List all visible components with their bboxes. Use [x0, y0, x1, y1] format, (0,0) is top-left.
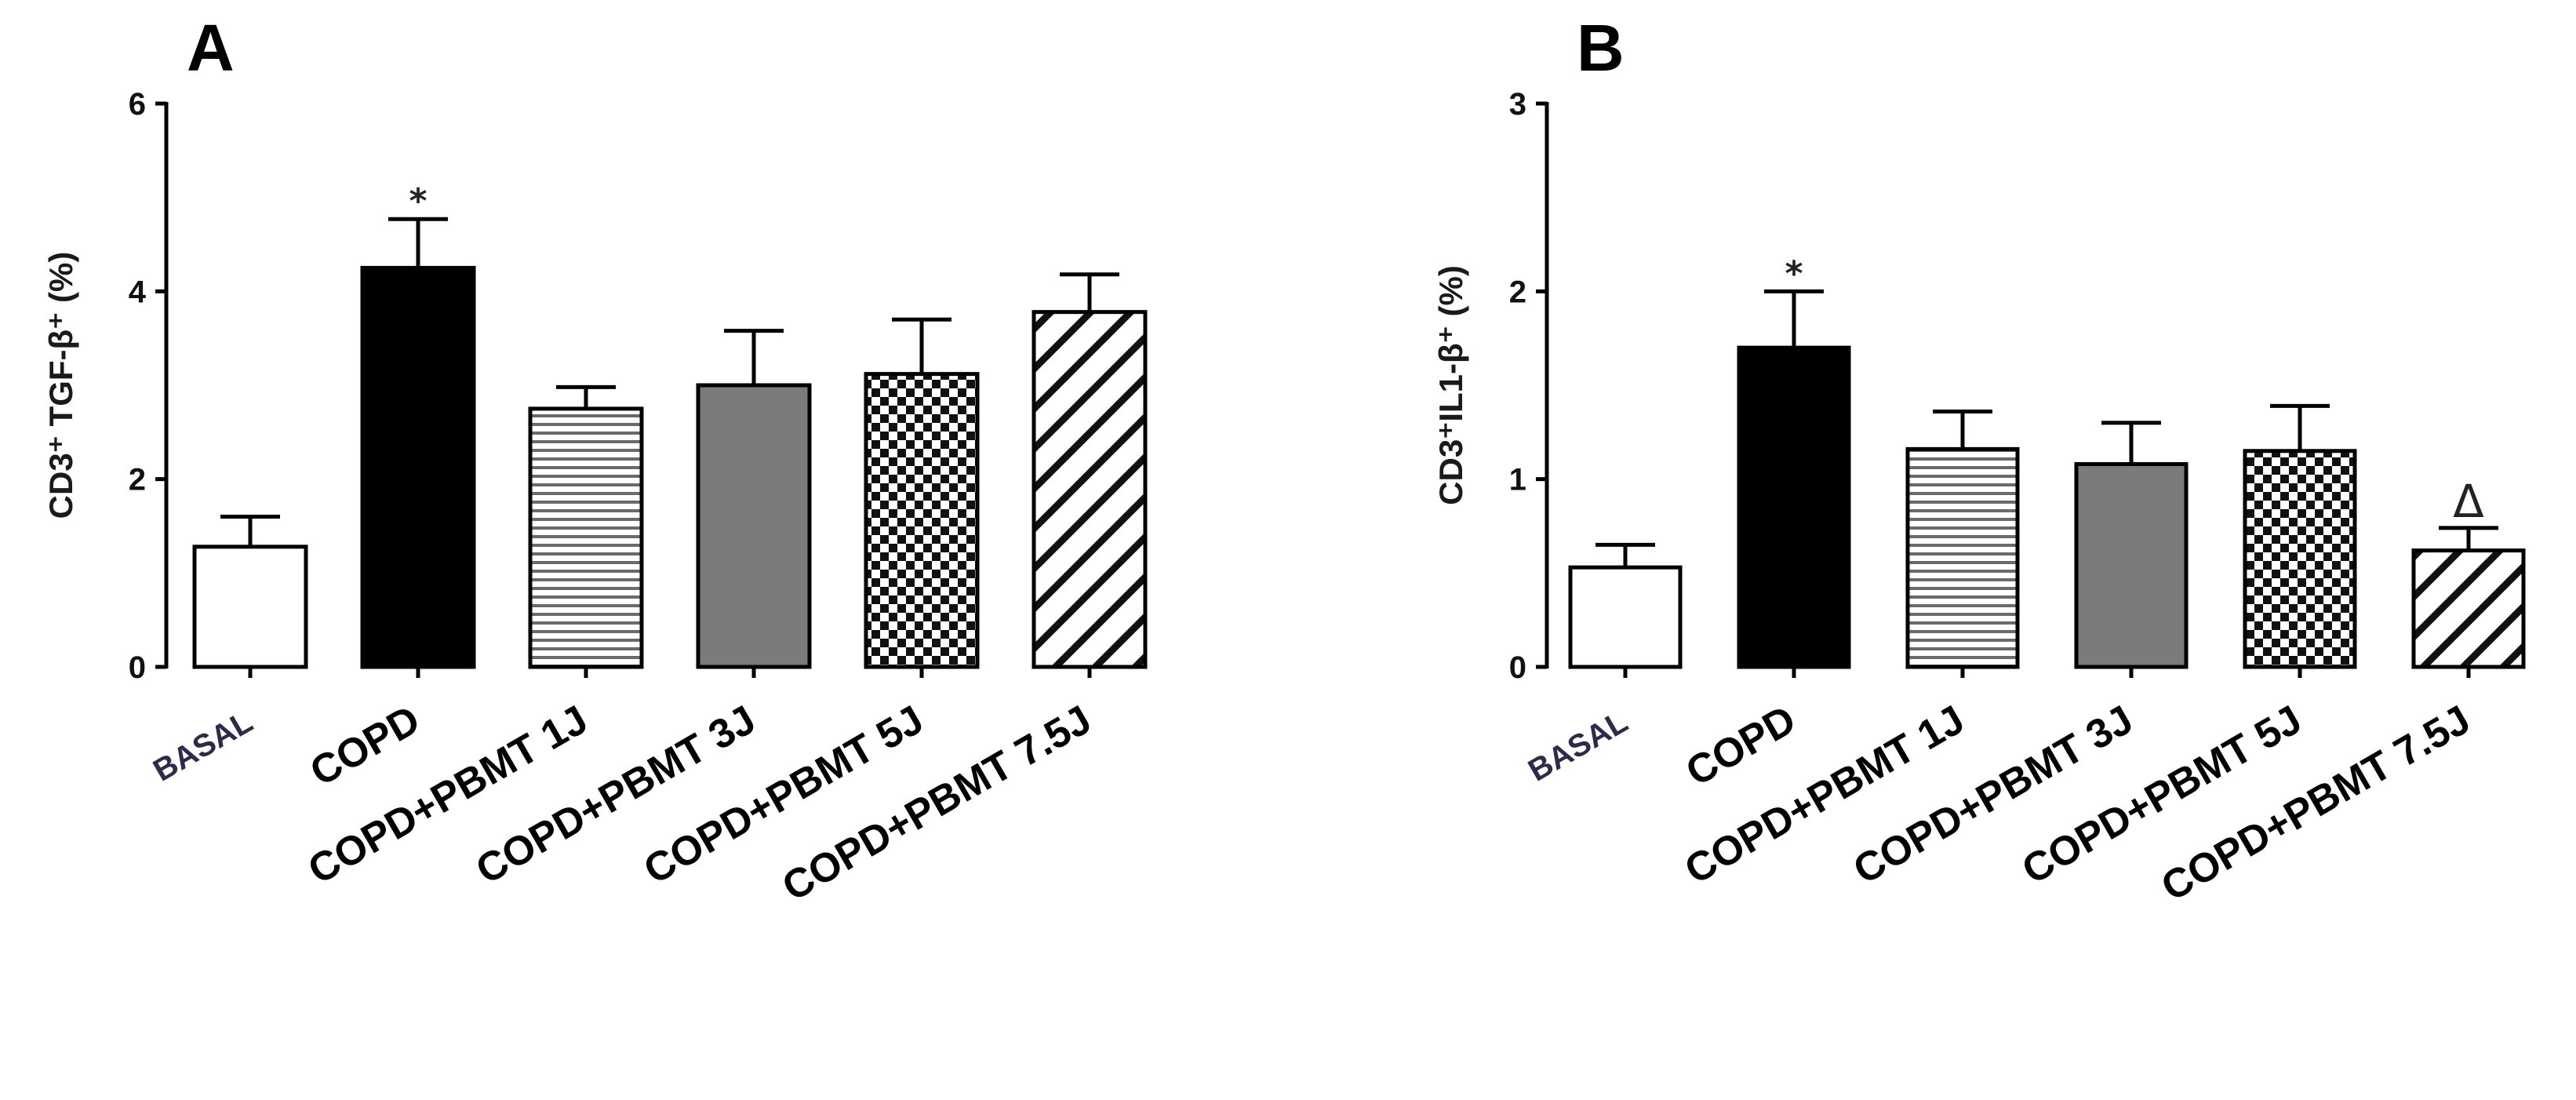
panel-letter-a: A — [187, 11, 235, 85]
chart-b-bar-3 — [2074, 462, 2189, 669]
chart-b-category-label-3: COPD+PBMT 3J — [1846, 697, 2141, 893]
chart-b-category-label-4: COPD+PBMT 5J — [2014, 697, 2309, 893]
chart-b-bar-1 — [1737, 345, 1851, 669]
chart-a-bar-2 — [528, 406, 644, 669]
chart-b-y-axis-label: CD3⁺IL1-β⁺ (%) — [1432, 265, 1469, 505]
chart-a-svg: A CD3⁺ TGF-β⁺ (%)0246BASAL*COPDCOPD+PBMT… — [42, 11, 1148, 910]
chart-b-category-label-0: BASAL — [1523, 705, 1633, 789]
chart-b-annotation-1: * — [1785, 253, 1803, 293]
chart-a-bar-3 — [696, 383, 812, 669]
chart-a-y-axis-label: CD3⁺ TGF-β⁺ (%) — [42, 252, 79, 519]
chart-a-bar-0 — [192, 545, 308, 669]
chart-a-bar-4 — [864, 372, 980, 669]
chart-b-category-label-5: COPD+PBMT 7.5J — [2154, 697, 2478, 910]
chart-a-category-label-2: COPD+PBMT 1J — [300, 697, 595, 893]
chart-a-category-label-4: COPD+PBMT 5J — [636, 697, 931, 893]
chart-a-y-tick-label-1: 2 — [129, 463, 146, 497]
panel-letter-b: B — [1577, 11, 1625, 85]
chart-b-y-tick-label-2: 2 — [1509, 275, 1526, 309]
chart-a-category-label-3: COPD+PBMT 3J — [468, 697, 763, 893]
chart-a-annotation-1: * — [409, 181, 427, 221]
chart-a-category-label-1: COPD — [303, 697, 428, 795]
chart-b-y-tick-label-1: 1 — [1509, 463, 1526, 497]
chart-a-bar-5 — [1031, 310, 1148, 669]
chart-b-annotation-5: Δ — [2453, 475, 2484, 528]
chart-a-category-label-5: COPD+PBMT 7.5J — [775, 697, 1099, 910]
chart-b-bar-4 — [2243, 449, 2357, 669]
chart-b-y-tick-label-0: 0 — [1509, 650, 1526, 685]
chart-panel-b: B CD3⁺IL1-β⁺ (%) 0 1 2 3 BASAL * COPD COPD+PBMT … — [1288, 0, 2576, 1100]
chart-panel-a: A CD3⁺ TGF-β⁺ (%) 0 2 4 6 BASAL * COPD COPD+PBMT… — [42, 11, 1148, 910]
chart-b-bar-0 — [1568, 565, 1683, 669]
chart-a-bar-1 — [360, 265, 476, 669]
chart-a-y-tick-label-3: 6 — [129, 87, 146, 122]
chart-b-bar-2 — [1905, 446, 2020, 669]
chart-b-bar-5 — [2411, 548, 2526, 669]
chart-a-y-tick-label-2: 4 — [129, 275, 147, 309]
chart-b-category-label-1: COPD — [1679, 697, 1803, 795]
chart-b-svg: B CD3⁺IL1-β⁺ (%)0123BASAL*COPDCOPD+PBMT … — [1432, 11, 2526, 910]
chart-b-y-tick-label-3: 3 — [1509, 87, 1526, 122]
chart-b-category-label-2: COPD+PBMT 1J — [1677, 697, 1972, 893]
chart-a-category-label-0: BASAL — [147, 705, 258, 789]
chart-a-y-tick-label-0: 0 — [129, 650, 146, 685]
